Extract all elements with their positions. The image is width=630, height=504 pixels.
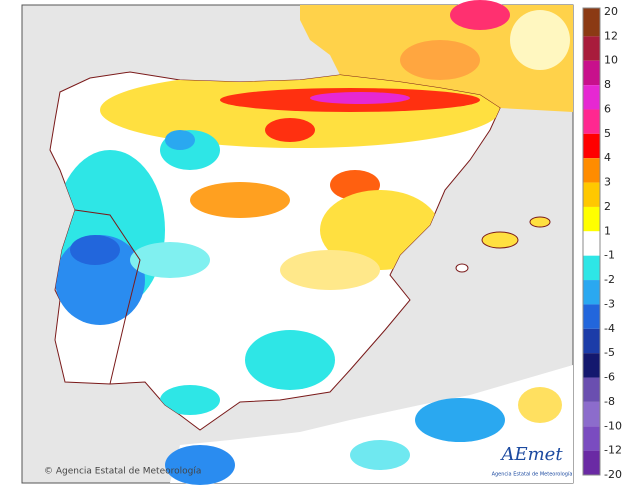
- color-band: [583, 450, 600, 475]
- legend-label: 4: [604, 151, 611, 164]
- legend-label: 6: [604, 102, 611, 115]
- logo: AEmet Agencia Estatal de Meteorología: [492, 438, 573, 482]
- color-band: [583, 426, 600, 451]
- color-band: [583, 231, 600, 256]
- legend-label: -2: [604, 273, 615, 286]
- legend-label: -5: [604, 346, 615, 359]
- color-band: [583, 328, 600, 354]
- color-band: [583, 353, 600, 378]
- legend-label: 2: [604, 200, 611, 213]
- color-band: [583, 109, 600, 134]
- color-band: [583, 304, 600, 329]
- color-band: [583, 401, 600, 427]
- legend-label: 12: [604, 29, 618, 42]
- color-band: [583, 60, 600, 86]
- color-band: [583, 182, 600, 207]
- iberia: [49, 71, 551, 431]
- legend-label: 8: [604, 78, 611, 91]
- color-band: [583, 158, 600, 183]
- logo-box: [492, 438, 573, 482]
- logo-subtitle: Agencia Estatal de Meteorología: [492, 471, 573, 478]
- legend-label: 20: [604, 5, 618, 18]
- legend-label: 10: [604, 54, 618, 67]
- legend-label: -10: [604, 419, 622, 432]
- color-band: [583, 133, 600, 159]
- legend-label: -6: [604, 371, 615, 384]
- legend-label: 5: [604, 127, 611, 140]
- legend-label: 3: [604, 176, 611, 189]
- logo-name: AEmet: [499, 444, 563, 465]
- colorbar-frame: [582, 7, 601, 476]
- color-band: [583, 85, 600, 110]
- color-band: [583, 8, 600, 37]
- france: [300, 0, 573, 112]
- color-band: [583, 36, 600, 61]
- color-band: [583, 377, 600, 402]
- color-band: [583, 280, 600, 305]
- africa: [165, 365, 573, 485]
- color-band: [583, 206, 600, 232]
- color-band: [583, 255, 600, 281]
- legend-label: -20: [604, 468, 622, 481]
- legend-label: 1: [604, 224, 611, 237]
- color-legend: 20 12 10 8 6 5 4 3 2 1 -1 -2 -3 -4 -5 -6 -8 -10 -12 -20: [582, 5, 622, 481]
- legend-label: -4: [604, 322, 615, 335]
- legend-label: -1: [604, 249, 615, 262]
- legend-label: -12: [604, 444, 622, 457]
- legend-label: -3: [604, 297, 615, 310]
- legend-label: -8: [604, 395, 615, 408]
- credit: © Agencia Estatal de Meteorología: [44, 467, 201, 477]
